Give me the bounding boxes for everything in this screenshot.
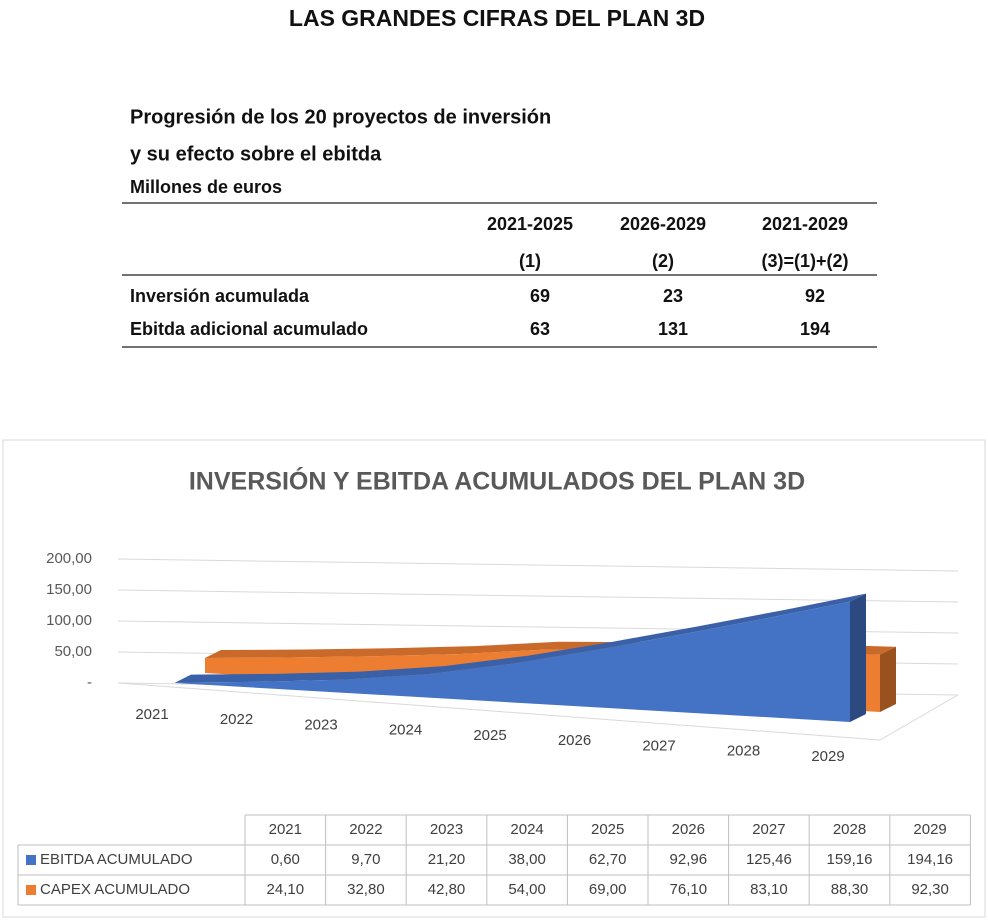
table-column-header: (3)=(1)+(2) [761,251,848,271]
table-caption: y su efecto sobre el ebitda [130,143,382,165]
data-table-cell: 32,80 [347,881,385,898]
data-table-cell: 76,10 [670,881,708,898]
table-cell: 92 [805,286,825,306]
data-table-header: 2028 [833,821,866,838]
data-table-header: 2026 [672,821,705,838]
y-tick-label: 100,00 [46,612,92,629]
x-tick-label: 2029 [811,748,844,765]
legend-label: CAPEX ACUMULADO [40,881,190,898]
x-tick-label: 2021 [135,706,168,723]
chart-title: INVERSIÓN Y EBITDA ACUMULADOS DEL PLAN 3… [189,466,805,496]
data-table-cell: 54,00 [508,881,546,898]
data-table-cell: 9,70 [351,851,380,868]
y-tick-label: 150,00 [46,581,92,598]
data-table-cell: 0,60 [271,851,300,868]
table-cell: 194 [800,319,830,339]
data-table-cell: 24,10 [267,881,305,898]
x-tick-label: 2028 [727,743,760,760]
legend-swatch [26,855,36,865]
grid-line [117,589,959,603]
data-table-cell: 92,96 [670,851,708,868]
data-table-cell: 194,16 [907,851,953,868]
table-row-label: Ebitda adicional acumulado [130,319,368,339]
area [175,601,850,722]
floor-edge [879,694,959,741]
data-table-cell: 42,80 [428,881,466,898]
table-column-header: 2021-2025 [487,214,573,234]
data-table-cell: 125,46 [746,851,792,868]
table-cell: 23 [663,286,683,306]
data-table-cell: 62,70 [589,851,627,868]
x-tick-label: 2027 [642,737,675,754]
data-table-cell: 88,30 [831,881,869,898]
x-tick-label: 2026 [558,732,591,749]
data-table-header: 2024 [510,821,543,838]
data-table-cell: 92,30 [911,881,949,898]
y-tick-label: 50,00 [54,643,92,660]
table-column-header: (2) [652,251,674,271]
legend-swatch [26,885,36,895]
data-table-header: 2027 [752,821,785,838]
table-cell: 63 [530,319,550,339]
table-cell: 69 [530,286,550,306]
table-column-header: 2026-2029 [620,214,706,234]
floor-edge [117,682,881,741]
data-table-header: 2021 [269,821,302,838]
data-table-cell: 21,20 [428,851,466,868]
table-column-header: (1) [519,251,541,271]
data-table-header: 2025 [591,821,624,838]
table-caption: Millones de euros [130,177,282,197]
grid-line [117,558,959,572]
data-table-cell: 83,10 [750,881,788,898]
table-caption: Progresión de los 20 proyectos de invers… [130,106,551,128]
area-side-face [850,593,866,722]
table-column-header: 2021-2029 [762,214,848,234]
table-row-label: Inversión acumulada [130,286,310,306]
x-tick-label: 2025 [473,727,506,744]
table-cell: 131 [658,319,688,339]
y-tick-label: 200,00 [46,550,92,567]
legend-label: EBITDA ACUMULADO [40,851,193,868]
y-tick-label: - [87,674,92,691]
page-title: LAS GRANDES CIFRAS DEL PLAN 3D [289,5,705,31]
x-tick-label: 2024 [389,722,422,739]
data-table-cell: 38,00 [508,851,546,868]
data-table-header: 2029 [913,821,946,838]
data-table-header: 2022 [349,821,382,838]
data-table-cell: 159,16 [827,851,873,868]
x-tick-label: 2023 [304,716,337,733]
area-side-face [880,646,896,712]
x-tick-label: 2022 [220,711,253,728]
data-table-header: 2023 [430,821,463,838]
data-table-cell: 69,00 [589,881,627,898]
